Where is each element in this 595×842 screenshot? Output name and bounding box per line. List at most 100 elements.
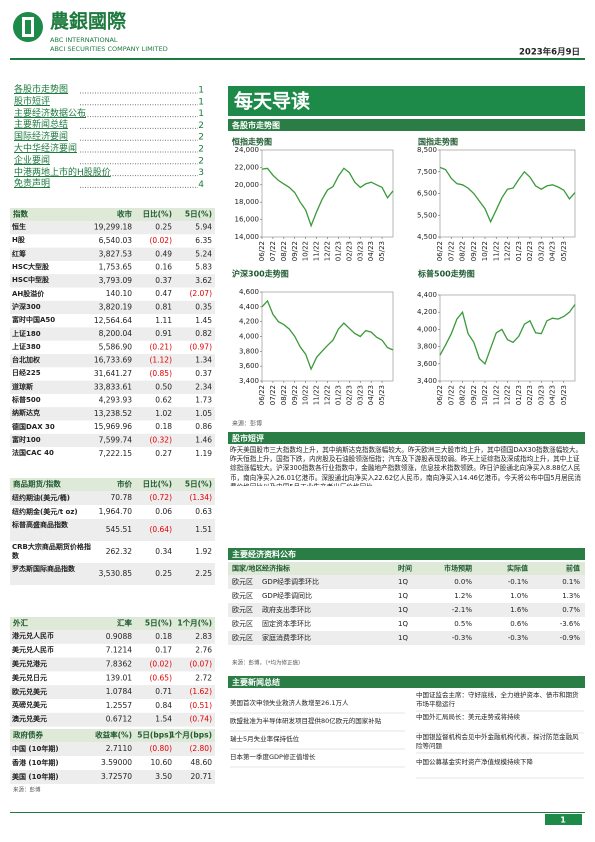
table-cell: 0.25 xyxy=(155,569,172,578)
table-cell: 日经225 xyxy=(12,369,41,378)
x-tick-label: 05/23 xyxy=(378,241,386,261)
toc-page: 4 xyxy=(198,180,204,190)
table-header: 5日(%) xyxy=(145,619,172,628)
y-tick-label: 4,000 xyxy=(239,333,259,341)
table-cell: 固定资本季环比 xyxy=(262,619,311,628)
table-cell: 0.34 xyxy=(155,547,172,556)
table-cell: 家庭消费季环比 xyxy=(262,633,311,642)
table-cell: 欧元区 xyxy=(232,577,253,586)
table-cell: 7,599.74 xyxy=(99,435,133,444)
news-item-box: 瑞士5月失业率保持低位 xyxy=(230,735,299,743)
table-cell: 2.34 xyxy=(195,382,212,391)
table-cell: 0.81 xyxy=(155,302,172,311)
table-header: 指数 xyxy=(13,209,28,219)
table-cell: 7,222.15 xyxy=(99,449,133,458)
table-cell: 1.02 xyxy=(155,409,172,418)
table-cell: (2.80) xyxy=(189,744,212,753)
table-cell-box: 纳斯达克 xyxy=(12,409,40,418)
table-cell: 0.49 xyxy=(155,249,172,258)
table-cell: 5.94 xyxy=(195,223,212,232)
table-cell-box: 美元兑港元 xyxy=(12,660,47,668)
table-cell: 欧元区 xyxy=(232,619,253,628)
table-cell-box: 罗杰斯国际商品指数 xyxy=(12,565,75,573)
table-cell: 0.84 xyxy=(155,701,172,710)
table-cell: 1.05 xyxy=(195,409,212,418)
table-cell: 2.72 xyxy=(195,673,212,682)
x-tick-label: 06/22 xyxy=(258,241,266,261)
table-cell: 1,964.70 xyxy=(99,507,133,516)
x-tick-label: 12/22 xyxy=(324,241,332,261)
page-box xyxy=(545,814,582,825)
table-cell-box: 道琼斯 xyxy=(12,383,33,391)
company-en: ABCI SECURITIES COMPANY LIMITED xyxy=(50,45,168,53)
table-cell: 1.0% xyxy=(510,592,528,600)
table-row-bg xyxy=(10,327,215,341)
table-cell-box: 标普高盛商品指数 xyxy=(12,521,68,529)
toc-title-box: 主要经济数据公布 xyxy=(14,109,86,119)
table-cell: (0.74) xyxy=(189,715,212,724)
table-cell: 1.19 xyxy=(195,449,212,458)
y-tick-label: 16,000 xyxy=(235,216,260,224)
table-row-bg xyxy=(10,274,215,288)
table-row-bg xyxy=(10,433,215,448)
table-cell-box: 美元兑日元 xyxy=(12,674,47,682)
toc-page: 2 xyxy=(198,133,204,143)
table-cell: 欧元区 xyxy=(232,591,253,600)
table-cell: 富时中国A50 xyxy=(12,316,56,325)
x-tick-label: 05/23 xyxy=(378,385,386,405)
table-source: 来源：彭博，（*均为修正值） xyxy=(232,659,304,667)
toc-title-box: 企业要闻 xyxy=(14,156,50,166)
table-header-bg xyxy=(10,208,215,221)
commentary-text-box: 昨天美国股市三大指数均上升，其中纳斯达克指数涨幅较大。昨天欧洲三大股市均上升，其… xyxy=(230,446,583,486)
x-tick-label: 08/22 xyxy=(459,385,467,405)
table-row-bg xyxy=(10,407,215,421)
table-cell: GDP经季调季环比 xyxy=(262,577,319,586)
table-header: 经济指标 xyxy=(262,564,290,573)
table-row-bg xyxy=(10,491,215,505)
table-cell-box: 上证180 xyxy=(12,330,41,338)
x-tick-label: 10/22 xyxy=(302,385,310,405)
x-tick-label: 03/23 xyxy=(356,385,364,405)
table-cell: 6,540.03 xyxy=(99,236,133,245)
table-header: 1个月(%) xyxy=(177,618,212,628)
table-header: 商品期货/指数 xyxy=(13,479,61,489)
table-cell: 0.5% xyxy=(454,620,472,628)
y-tick-label: 4,200 xyxy=(239,318,259,326)
table-cell-box: H股 xyxy=(12,236,25,244)
table-cell: (1.62) xyxy=(189,687,212,696)
table-cell: 3,820.19 xyxy=(99,302,133,311)
table-cell: 红筹 xyxy=(12,249,26,258)
toc-title: 主要新闻总结 xyxy=(14,120,69,131)
y-tick-label: 4,400 xyxy=(239,303,259,311)
x-tick-label: 03/23 xyxy=(537,385,545,405)
table-cell: 美元兑港元 xyxy=(12,660,47,668)
index-line xyxy=(439,304,576,365)
section-bar xyxy=(228,676,585,688)
x-tick-label: 06/22 xyxy=(258,385,266,405)
table-header: 1个月(bps) xyxy=(170,730,212,740)
toc-title-box: 各股市走势图 xyxy=(14,85,68,95)
y-tick-label: 3,400 xyxy=(417,377,437,385)
table-cell: -0.9% xyxy=(560,634,581,642)
table-cell: 3,793.09 xyxy=(99,276,133,285)
y-tick-label: 20,000 xyxy=(235,181,260,189)
table-cell: 139.01 xyxy=(106,673,132,682)
y-tick-label: 22,000 xyxy=(235,163,260,171)
table-cell: 欧元区 xyxy=(232,605,253,614)
x-tick-label: 02/23 xyxy=(345,385,353,405)
table-cell-box: 英磅兑美元 xyxy=(12,701,47,709)
y-tick-label: 8,500 xyxy=(417,146,437,154)
report-date: 2023年6月9日 xyxy=(519,47,580,58)
commentary-text: 昨天美国股市三大指数均上升，其中纳斯达克指数涨幅较大。昨天欧洲三大股市均上升，其… xyxy=(230,446,583,486)
news-item: 日本第一季度GDP修正值增长 xyxy=(230,753,316,761)
table-source: 来源：彭博 xyxy=(13,786,41,794)
table-header: 国家/地区 xyxy=(232,564,263,573)
chart-source: 来源：彭博 xyxy=(232,420,262,428)
toc-title-box: 中港两地上市的H股股价 xyxy=(14,168,111,178)
table-cell: 纳斯达克 xyxy=(12,409,40,418)
table-cell: 5.24 xyxy=(195,249,212,258)
table-header: 5日(bps) xyxy=(137,731,172,740)
table-row-bg xyxy=(228,575,585,589)
table-row-bg xyxy=(10,563,215,585)
